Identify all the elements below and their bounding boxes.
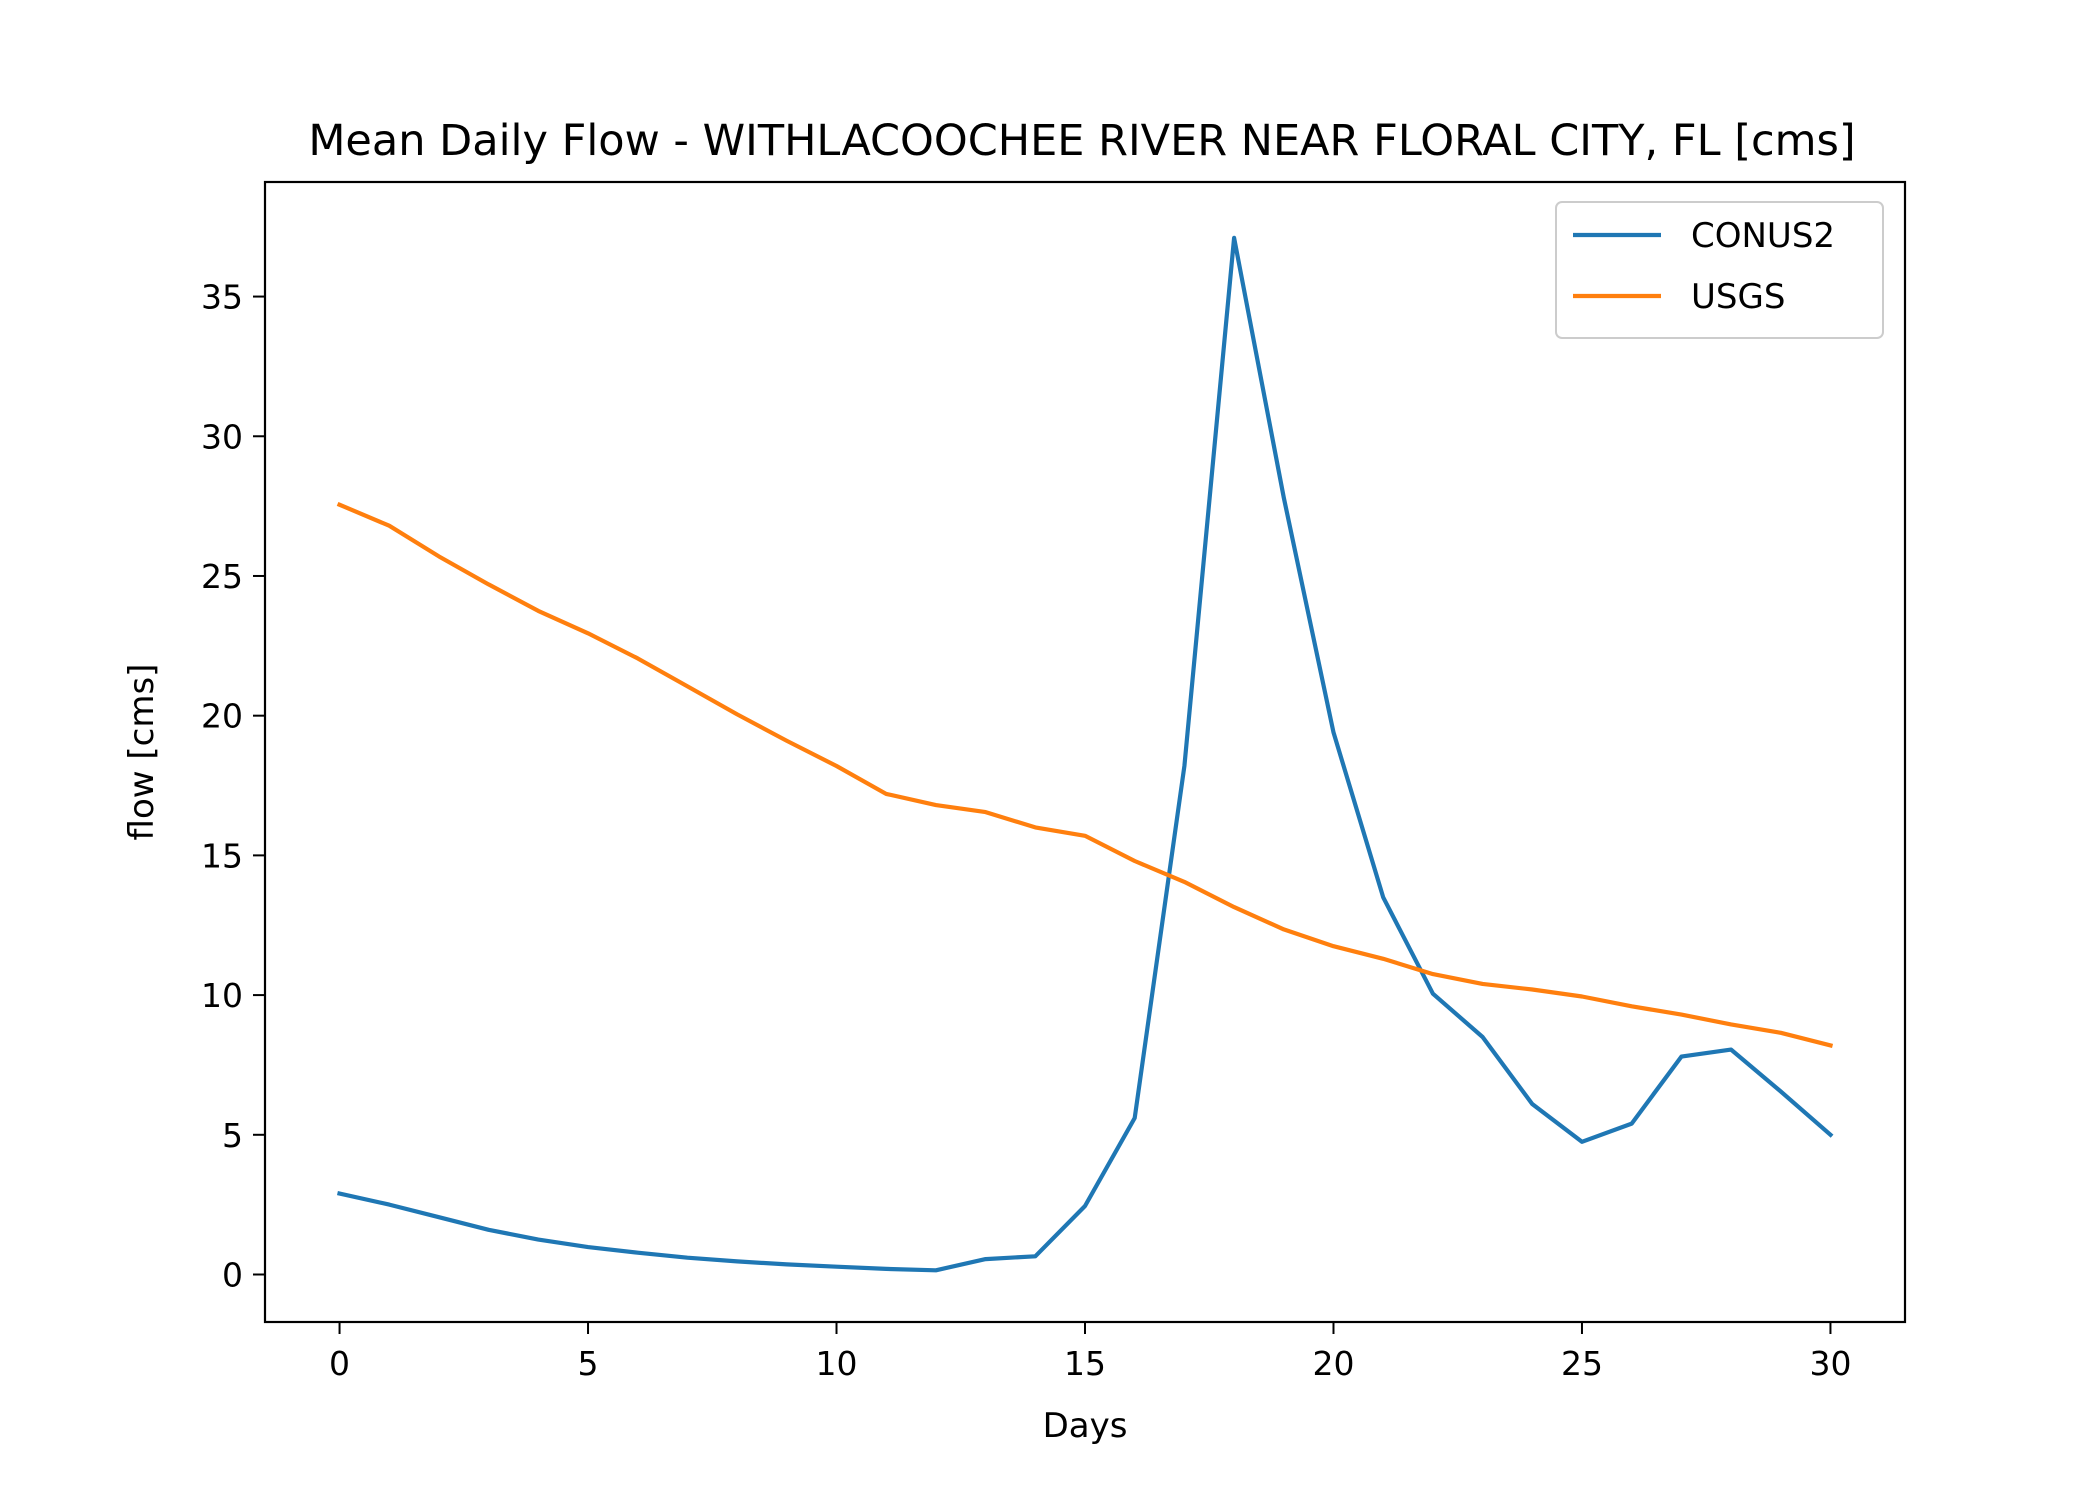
- y-tick-label: 10: [201, 976, 243, 1015]
- x-tick-label: 25: [1561, 1344, 1603, 1383]
- x-tick-label: 0: [329, 1344, 350, 1383]
- chart-title: Mean Daily Flow - WITHLACOOCHEE RIVER NE…: [308, 116, 1855, 166]
- x-axis: 0 5 10 15 20 25 30: [329, 1322, 1851, 1383]
- y-tick-label: 5: [222, 1116, 243, 1155]
- x-axis-label: Days: [1043, 1406, 1128, 1446]
- legend-label-conus2: CONUS2: [1691, 216, 1835, 256]
- legend: CONUS2 USGS: [1555, 201, 1884, 339]
- x-tick-label: 15: [1064, 1344, 1106, 1383]
- y-axis: 0 5 10 15 20 25 30 35: [201, 278, 265, 1295]
- y-axis-label: flow [cms]: [122, 664, 162, 841]
- y-tick-label: 0: [222, 1256, 243, 1295]
- legend-label-usgs: USGS: [1691, 277, 1785, 317]
- x-tick-label: 20: [1312, 1344, 1354, 1383]
- series-line-usgs: [336, 501, 1834, 1048]
- y-tick-label: 25: [201, 557, 243, 596]
- y-tick-label: 20: [201, 697, 243, 736]
- plot-frame: [263, 180, 1907, 1324]
- x-tick-label: 5: [578, 1344, 599, 1383]
- y-tick-label: 35: [201, 278, 243, 317]
- y-tick-label: 15: [201, 836, 243, 875]
- y-tick-label: 30: [201, 417, 243, 456]
- series-line-conus2: [336, 235, 1834, 1273]
- x-tick-label: 10: [816, 1344, 858, 1383]
- x-tick-label: 30: [1809, 1344, 1851, 1383]
